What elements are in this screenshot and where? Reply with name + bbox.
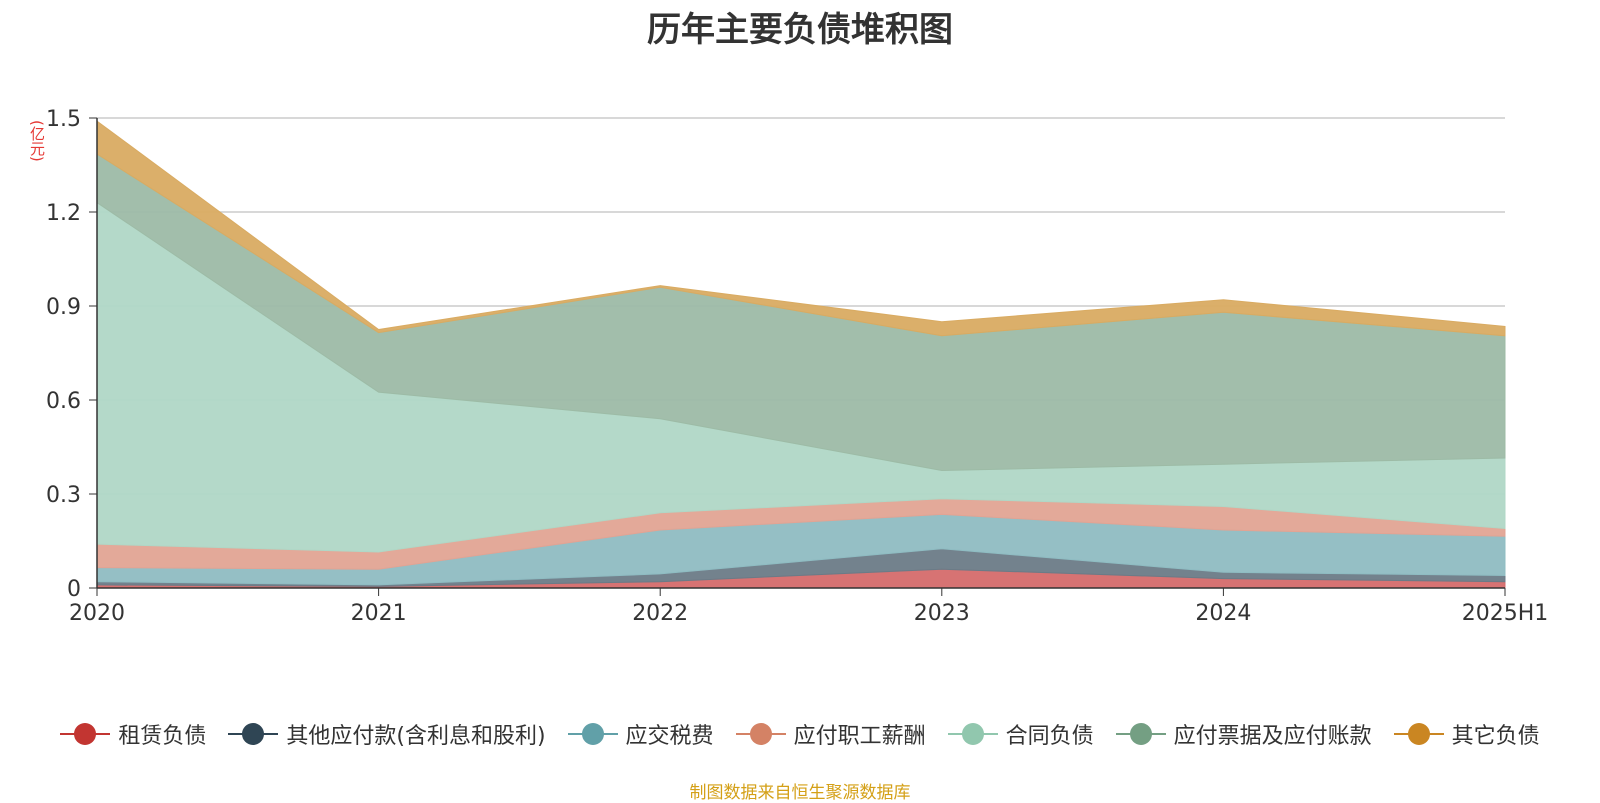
x-tick-label: 2020 [69, 601, 125, 626]
y-axis-unit-label: (亿元) [28, 120, 46, 162]
legend-marker-icon [228, 723, 279, 745]
axes: 0 0.3 0.6 0.9 1.2 1.5 2020 2021 2022 2023 2024 2025… [46, 107, 1548, 626]
legend-item[interactable]: 租赁负债 [60, 718, 206, 750]
y-tick-label: 1.2 [46, 201, 81, 226]
source-note: 制图数据来自恒生聚源数据库 [689, 783, 911, 803]
legend: 租赁负债 其他应付款(含利息和股利) 应交税费 应付职工薪酬 合同负债 应付票据及应付账款… [0, 718, 1600, 750]
legend-label: 其它负债 [1451, 724, 1540, 749]
legend-label: 合同负债 [1005, 724, 1094, 749]
legend-item[interactable]: 合同负债 [947, 718, 1094, 750]
legend-marker-icon [1393, 723, 1444, 745]
legend-marker-icon [567, 723, 618, 745]
legend-label: 租赁负债 [118, 724, 207, 749]
area-series [96, 120, 1506, 589]
legend-item[interactable]: 应交税费 [567, 718, 714, 750]
x-tick-label: 2025H1 [1462, 601, 1549, 626]
x-tick-label: 2023 [914, 601, 970, 626]
legend-label: 应付票据及应付账款 [1173, 724, 1372, 749]
y-tick-label: 0 [67, 577, 81, 602]
legend-marker-icon [947, 723, 998, 745]
legend-marker-icon [1115, 723, 1166, 745]
legend-marker-icon [735, 723, 786, 745]
area-6 [96, 120, 1506, 337]
legend-item[interactable]: 其它负债 [1393, 718, 1540, 750]
chart-title: 历年主要负债堆积图 [647, 10, 953, 50]
legend-label: 应交税费 [625, 724, 714, 749]
y-tick-label: 1.5 [46, 107, 81, 132]
y-tick-label: 0.3 [46, 483, 81, 508]
y-tick-label: 0.6 [46, 389, 81, 414]
legend-item[interactable]: 应付票据及应付账款 [1115, 718, 1372, 750]
legend-item[interactable]: 应付职工薪酬 [735, 718, 926, 750]
legend-marker-icon [60, 723, 111, 745]
legend-label: 其他应付款(含利息和股利) [286, 724, 546, 749]
x-tick-label: 2021 [351, 601, 407, 626]
legend-item[interactable]: 其他应付款(含利息和股利) [228, 718, 546, 750]
y-tick-label: 0.9 [46, 295, 81, 320]
x-tick-label: 2022 [632, 601, 688, 626]
x-tick-label: 2024 [1195, 601, 1251, 626]
legend-label: 应付职工薪酬 [793, 724, 926, 749]
